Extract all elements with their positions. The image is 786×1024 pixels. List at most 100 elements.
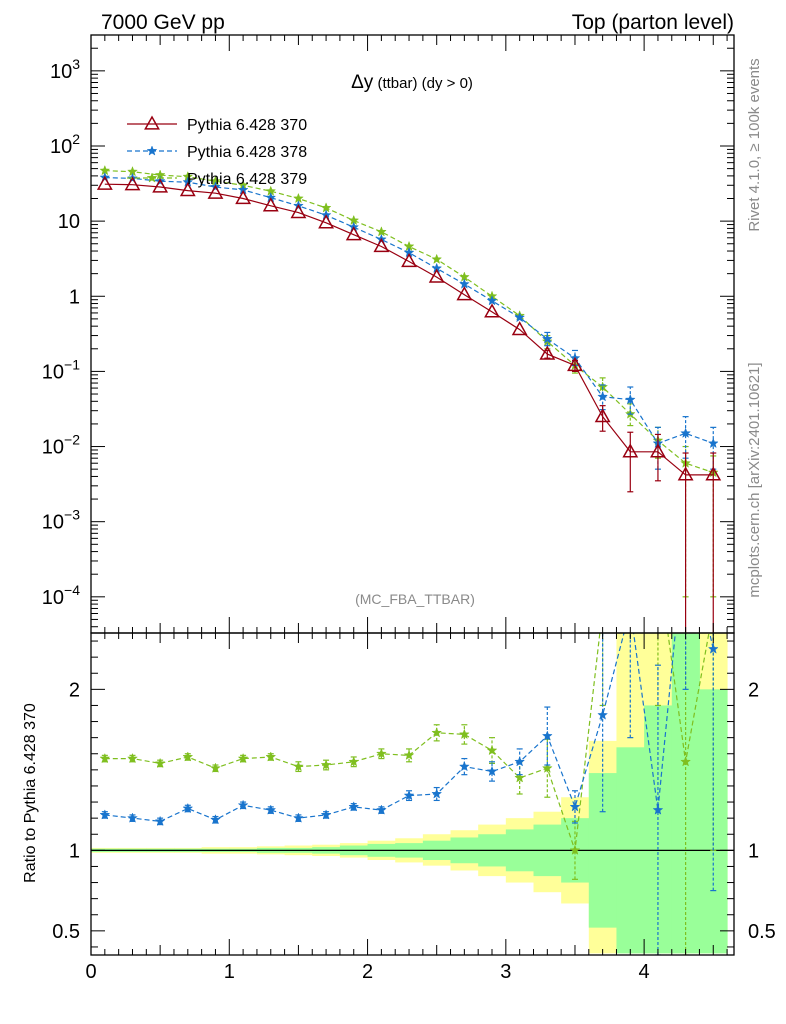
plot-title-sub: (ttbar) [373, 75, 417, 92]
ratio-point [210, 814, 221, 825]
plot-title: Δy (ttbar) (dy > 0) [351, 72, 473, 93]
data-point [152, 178, 169, 193]
data-point [265, 191, 277, 203]
ratio-point [265, 751, 277, 762]
legend-marker [146, 172, 158, 183]
y-tick-label: 10−1 [42, 356, 80, 383]
series-line [104, 183, 714, 476]
y-tick-label: 10 [58, 211, 80, 233]
y-tick-base: 10 [42, 512, 64, 534]
ratio-point [597, 709, 609, 720]
data-point [428, 268, 445, 283]
y-tick-exponent: −3 [64, 507, 80, 523]
y-tick-base: 10 [42, 361, 64, 383]
y-tick-label: 10−4 [42, 582, 80, 609]
y-tick-label: 103 [50, 56, 80, 83]
data-point [431, 253, 443, 264]
data-point [680, 427, 692, 438]
data-point [345, 226, 362, 241]
rivet-version-label: Rivet 4.1.0, ≥ 100k events [746, 58, 763, 231]
ratio-point [431, 727, 443, 738]
ratio-point [375, 804, 387, 815]
header-right-title: Top (parton level) [572, 11, 734, 34]
ratio-point [182, 751, 194, 762]
y-tick-label: 10−3 [42, 507, 80, 534]
data-point [677, 466, 694, 481]
ratio-point [569, 801, 581, 812]
ratio-y-tick-label: 0.5 [52, 921, 80, 943]
data-point [707, 437, 719, 449]
y-tick-exponent: −1 [64, 356, 80, 372]
ratio-point [237, 752, 249, 764]
ratio-point [541, 730, 553, 741]
series-378 [99, 171, 719, 470]
ratio-point [569, 844, 581, 855]
data-point [597, 391, 609, 402]
data-point [541, 333, 553, 344]
ratio-point [653, 556, 663, 565]
data-point [650, 443, 666, 458]
y-tick-exponent: −2 [64, 432, 80, 448]
data-point [486, 295, 498, 306]
legend-marker [146, 145, 158, 156]
x-tick-label: 2 [362, 961, 373, 983]
ratio-point [514, 756, 526, 767]
ratio-point [458, 728, 470, 740]
data-point [511, 321, 528, 336]
data-point [539, 345, 556, 360]
ratio-point [598, 604, 608, 613]
data-point [290, 204, 307, 219]
x-tick-label: 3 [500, 961, 511, 983]
x-tick-label: 4 [639, 961, 650, 983]
ratio-y-tick-label: 2 [69, 679, 80, 701]
ratio-point [458, 760, 470, 772]
y-tick-label: 1 [69, 286, 80, 308]
ratio-point [652, 804, 664, 815]
ratio-point [348, 756, 360, 767]
ratio-point [486, 744, 498, 756]
header-left-title: 7000 GeV pp [101, 11, 225, 34]
y-tick-exponent: 2 [72, 131, 80, 147]
ratio-point [348, 801, 360, 812]
y-tick-base: 10 [42, 437, 64, 459]
ratio-point [626, 491, 636, 500]
ratio-point [210, 762, 221, 773]
ratio-y-tick-label-right: 2 [748, 679, 759, 701]
y-tick-label: 10−2 [42, 432, 80, 459]
ratio-point [375, 748, 387, 759]
ratio-point [626, 604, 636, 613]
ratio-point [127, 752, 138, 764]
data-point [262, 197, 279, 212]
ratio-point [486, 765, 498, 777]
ratio-point [514, 772, 526, 783]
plot-title-rest: (dy > 0) [417, 75, 472, 92]
legend-marker [144, 115, 160, 130]
data-point [456, 286, 473, 301]
ratio-point [99, 809, 111, 820]
data-point [179, 182, 196, 197]
ratio-point [127, 812, 138, 823]
legend-label: Pythia 6.428 370 [187, 117, 307, 134]
series-line [104, 177, 714, 445]
data-point [705, 466, 722, 481]
ratio-point [320, 809, 332, 820]
ratio-point [182, 802, 194, 814]
y-tick-base: 10 [42, 587, 64, 609]
ratio-point [292, 760, 304, 772]
data-point [594, 408, 611, 423]
legend-label: Pythia 6.428 379 [187, 171, 307, 188]
plot-title-symbol: Δy [351, 72, 374, 93]
y-tick-exponent: 3 [72, 56, 80, 72]
ratio-series-378 [99, 604, 719, 955]
series-370 [96, 175, 722, 633]
y-tick-base: 10 [50, 136, 72, 158]
analysis-watermark: (MC_FBA_TTBAR) [355, 591, 475, 607]
data-point [484, 303, 500, 318]
ratio-point [541, 762, 553, 773]
ratio-y-tick-label: 1 [69, 840, 80, 862]
ratio-point [265, 804, 277, 815]
ratio-point [99, 752, 111, 764]
ratio-point [320, 759, 332, 770]
data-point [567, 356, 583, 372]
